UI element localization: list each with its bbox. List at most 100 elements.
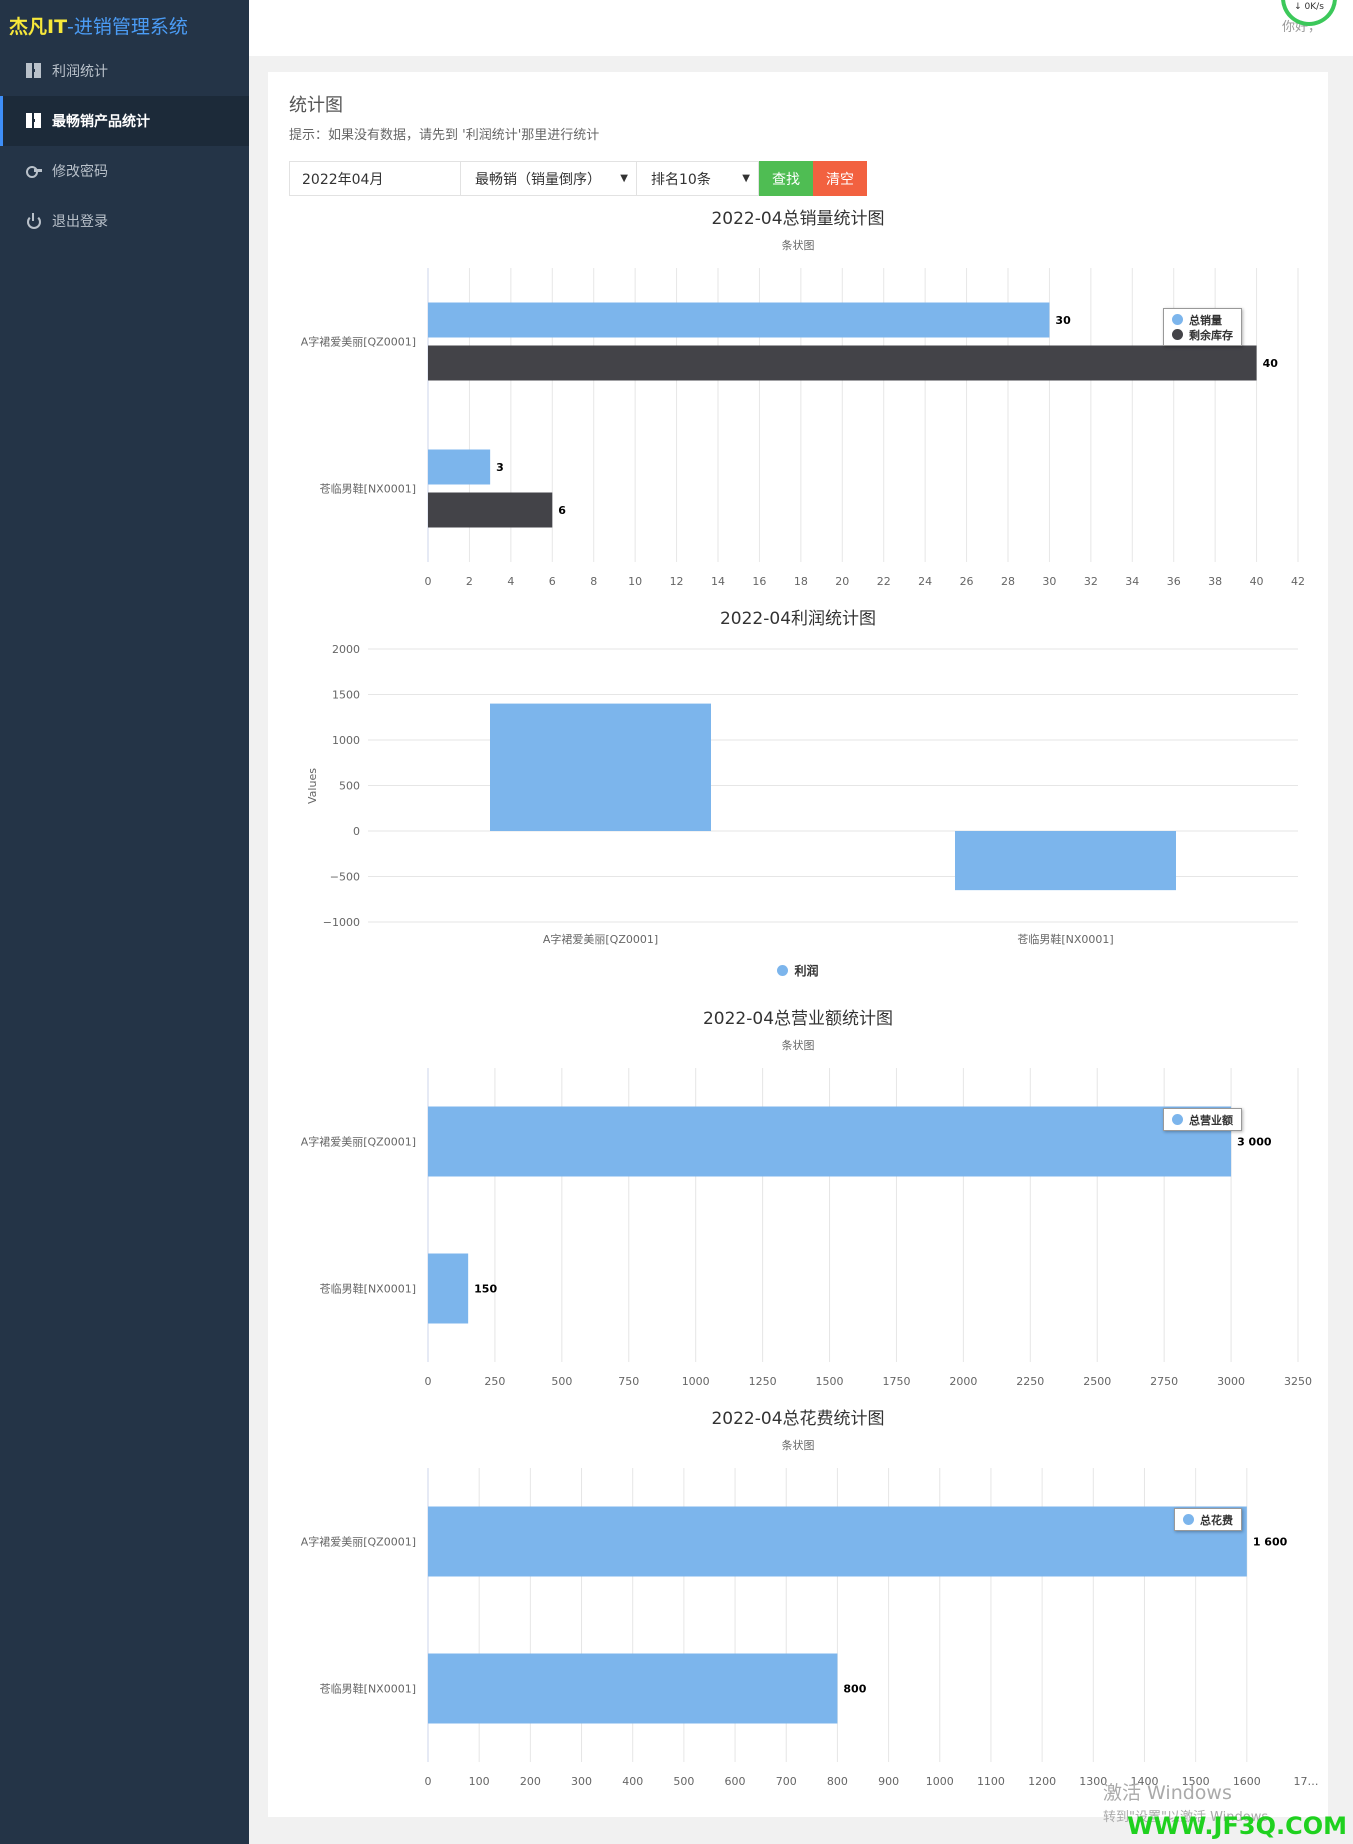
x-tick-label: 2250	[1016, 1375, 1044, 1388]
legend-item: 剩余库存	[1172, 327, 1233, 342]
x-tick-label: 0	[425, 1775, 432, 1788]
panel-hint: 提示：如果没有数据，请先到 '利润统计'那里进行统计	[289, 128, 600, 143]
search-button[interactable]: 查找	[759, 161, 813, 196]
legend-item: 总花费	[1183, 1512, 1233, 1527]
x-tick-label: 500	[673, 1775, 694, 1788]
sidebar-item-label: 最畅销产品统计	[52, 114, 150, 130]
brand-logo[interactable]: 杰凡IT-进销管理系统	[0, 0, 249, 46]
legend-dot-icon	[1172, 329, 1183, 340]
bar	[428, 302, 1050, 338]
grid-icon	[26, 113, 42, 129]
chart-title: 2022-04总销量统计图	[711, 209, 885, 229]
y-tick-label: 500	[339, 780, 360, 793]
y-tick-label: 0	[353, 825, 360, 838]
legend-item: 总销量	[1172, 312, 1233, 327]
x-tick-label: 40	[1250, 575, 1264, 588]
dropdown-caret-icon: ▼	[742, 173, 750, 184]
x-tick-label: 750	[618, 1375, 639, 1388]
legend-label[interactable]: 总销量	[1189, 313, 1222, 327]
x-tick-label: 0	[425, 1375, 432, 1388]
cost-chart: 2022-04总花费统计图 条状图 0 100 200 300 400 500 600 700 80…	[268, 1400, 1328, 1790]
data-label: 30	[1055, 314, 1071, 327]
data-label: 150	[474, 1283, 497, 1296]
y-tick-label: −1000	[323, 916, 360, 929]
x-tick-label: 2500	[1083, 1375, 1111, 1388]
category-label: A字裙爱美丽[QZ0001]	[301, 335, 416, 349]
sidebar-item-best-sellers[interactable]: 最畅销产品统计	[0, 96, 249, 146]
x-tick-label: 3250	[1284, 1375, 1312, 1388]
x-tick-label: 1500	[816, 1375, 844, 1388]
x-tick-label: 2000	[949, 1375, 977, 1388]
x-tick-label: 18	[794, 575, 808, 588]
x-tick-label: 16	[752, 575, 766, 588]
data-label: 800	[843, 1683, 866, 1696]
month-input[interactable]	[289, 161, 461, 196]
category-label: A字裙爱美丽[QZ0001]	[301, 1535, 416, 1549]
y-axis-label: Values	[306, 768, 319, 804]
x-tick-label: 2	[466, 575, 473, 588]
y-tick-label: 1000	[332, 734, 360, 747]
x-tick-label: 12	[670, 575, 684, 588]
clear-button[interactable]: 清空	[813, 161, 867, 196]
sort-select[interactable]: 最畅销（销量倒序） ▼	[461, 161, 637, 196]
filter-bar: 最畅销（销量倒序） ▼ 排名10条 ▼ 查找 清空	[289, 161, 867, 196]
category-label: 苍临男鞋[NX0001]	[1017, 932, 1113, 946]
x-tick-label: 1200	[1028, 1775, 1056, 1788]
legend-label[interactable]: 总营业额	[1189, 1113, 1233, 1127]
bar	[428, 345, 1257, 381]
x-tick-label: 700	[776, 1775, 797, 1788]
sidebar-item-change-password[interactable]: 修改密码	[0, 146, 249, 196]
data-label: 40	[1263, 357, 1279, 370]
x-tick-label: 200	[520, 1775, 541, 1788]
dropdown-caret-icon: ▼	[620, 173, 628, 184]
key-icon	[26, 163, 42, 179]
rank-select[interactable]: 排名10条 ▼	[637, 161, 759, 196]
x-tick-label: 4	[507, 575, 514, 588]
x-tick-label: 8	[590, 575, 597, 588]
x-tick-label: 300	[571, 1775, 592, 1788]
x-tick-label: 800	[827, 1775, 848, 1788]
x-tick-label: 28	[1001, 575, 1015, 588]
x-tick-label: 600	[725, 1775, 746, 1788]
bar	[428, 1653, 838, 1724]
x-tick-label: 22	[877, 575, 891, 588]
x-tick-label: 1000	[926, 1775, 954, 1788]
category-label: A字裙爱美丽[QZ0001]	[543, 932, 658, 946]
legend-dot-icon	[1172, 1114, 1183, 1125]
sort-select-value: 最畅销（销量倒序）	[475, 171, 601, 188]
category-label: A字裙爱美丽[QZ0001]	[301, 1135, 416, 1149]
chart-title: 2022-04总营业额统计图	[702, 1009, 894, 1029]
x-tick-label: 1400	[1130, 1775, 1158, 1788]
sidebar-item-label: 修改密码	[52, 164, 108, 180]
legend-label[interactable]: 利润	[794, 964, 819, 978]
legend-label[interactable]: 总花费	[1200, 1513, 1233, 1527]
sidebar-item-logout[interactable]: 退出登录	[0, 196, 249, 246]
x-tick-label: 1250	[749, 1375, 777, 1388]
x-tick-label: 100	[469, 1775, 490, 1788]
bar	[428, 1506, 1247, 1577]
x-tick-label: 3000	[1217, 1375, 1245, 1388]
brand-name: 杰凡IT	[9, 16, 68, 38]
data-label: 3	[496, 461, 504, 474]
rank-select-value: 排名10条	[651, 171, 711, 188]
grid-icon	[26, 63, 42, 79]
chart-legend: 总销量 剩余库存	[1163, 308, 1242, 346]
x-tick-label: 38	[1208, 575, 1222, 588]
x-tick-label: 17…	[1294, 1775, 1319, 1788]
category-label: 苍临男鞋[NX0001]	[320, 1282, 416, 1296]
x-tick-label: 1500	[1182, 1775, 1210, 1788]
windows-activation-title: 激活 Windows	[1103, 1782, 1232, 1804]
chart-legend: 总花费	[1174, 1508, 1242, 1531]
x-tick-label: 250	[484, 1375, 505, 1388]
x-tick-label: 42	[1291, 575, 1305, 588]
sidebar-item-profit-stats[interactable]: 利润统计	[0, 46, 249, 96]
sidebar-item-label: 利润统计	[52, 64, 108, 80]
sidebar-item-label: 退出登录	[52, 214, 108, 230]
site-watermark: WWW.JF3Q.COM	[1126, 1812, 1347, 1840]
x-tick-label: 32	[1084, 575, 1098, 588]
chart-title: 2022-04总花费统计图	[711, 1409, 885, 1429]
windows-activation-subtitle: 转到"设置"以激活 Windows。	[1103, 1810, 1282, 1825]
legend-label[interactable]: 剩余库存	[1189, 328, 1233, 342]
chart-svg: 2000 1500 1000 500 0 −500 −1000 Values A字裙爱美丽[QZ…	[306, 643, 1298, 946]
chart-svg: 0 2 4 6 8 10 12 14 16 18 20 22 24 26 28 30 32 34 36 38 40 423…	[301, 268, 1305, 588]
